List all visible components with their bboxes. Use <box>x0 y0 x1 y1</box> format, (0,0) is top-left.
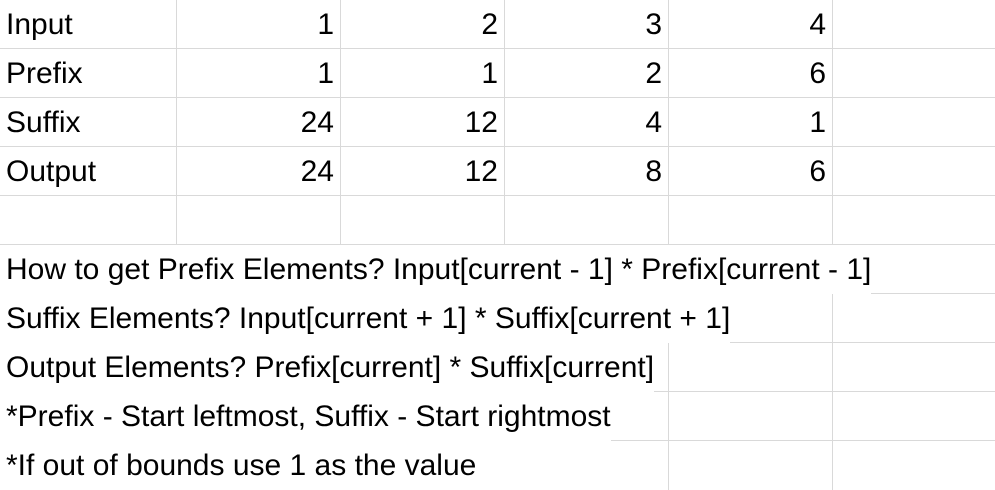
row-border <box>0 97 995 98</box>
note-prefix-formula[interactable]: How to get Prefix Elements? Input[curren… <box>0 245 872 294</box>
cell-input-2[interactable]: 2 <box>481 8 498 41</box>
row-border <box>0 48 995 49</box>
cell-output-3[interactable]: 8 <box>645 155 662 188</box>
cell-suffix-4[interactable]: 1 <box>809 106 826 139</box>
note-start-direction[interactable]: *Prefix - Start leftmost, Suffix - Start… <box>0 392 611 441</box>
cell-output-1[interactable]: 24 <box>300 155 334 188</box>
cell-input-4[interactable]: 4 <box>809 8 826 41</box>
row-border <box>0 195 995 196</box>
column-border <box>340 0 341 245</box>
row-border <box>0 146 995 147</box>
cell-output-2[interactable]: 12 <box>464 155 498 188</box>
cell-prefix-2[interactable]: 1 <box>481 57 498 90</box>
row-border <box>0 244 995 245</box>
row-label-suffix[interactable]: Suffix <box>6 106 81 139</box>
note-suffix-formula[interactable]: Suffix Elements? Input[current + 1] * Su… <box>0 294 731 343</box>
cell-prefix-1[interactable]: 1 <box>317 57 334 90</box>
cell-prefix-4[interactable]: 6 <box>809 57 826 90</box>
note-out-of-bounds[interactable]: *If out of bounds use 1 as the value <box>0 441 477 490</box>
cell-prefix-3[interactable]: 2 <box>645 57 662 90</box>
row-label-input[interactable]: Input <box>6 8 73 41</box>
cell-output-4[interactable]: 6 <box>809 155 826 188</box>
cell-suffix-2[interactable]: 12 <box>464 106 498 139</box>
cell-suffix-3[interactable]: 4 <box>645 106 662 139</box>
row-label-prefix[interactable]: Prefix <box>6 57 83 90</box>
cell-input-1[interactable]: 1 <box>317 8 334 41</box>
note-output-formula[interactable]: Output Elements? Prefix[current] * Suffi… <box>0 343 655 392</box>
row-label-output[interactable]: Output <box>6 155 97 188</box>
column-border <box>504 0 505 245</box>
cell-input-3[interactable]: 3 <box>645 8 662 41</box>
cell-suffix-1[interactable]: 24 <box>300 106 334 139</box>
